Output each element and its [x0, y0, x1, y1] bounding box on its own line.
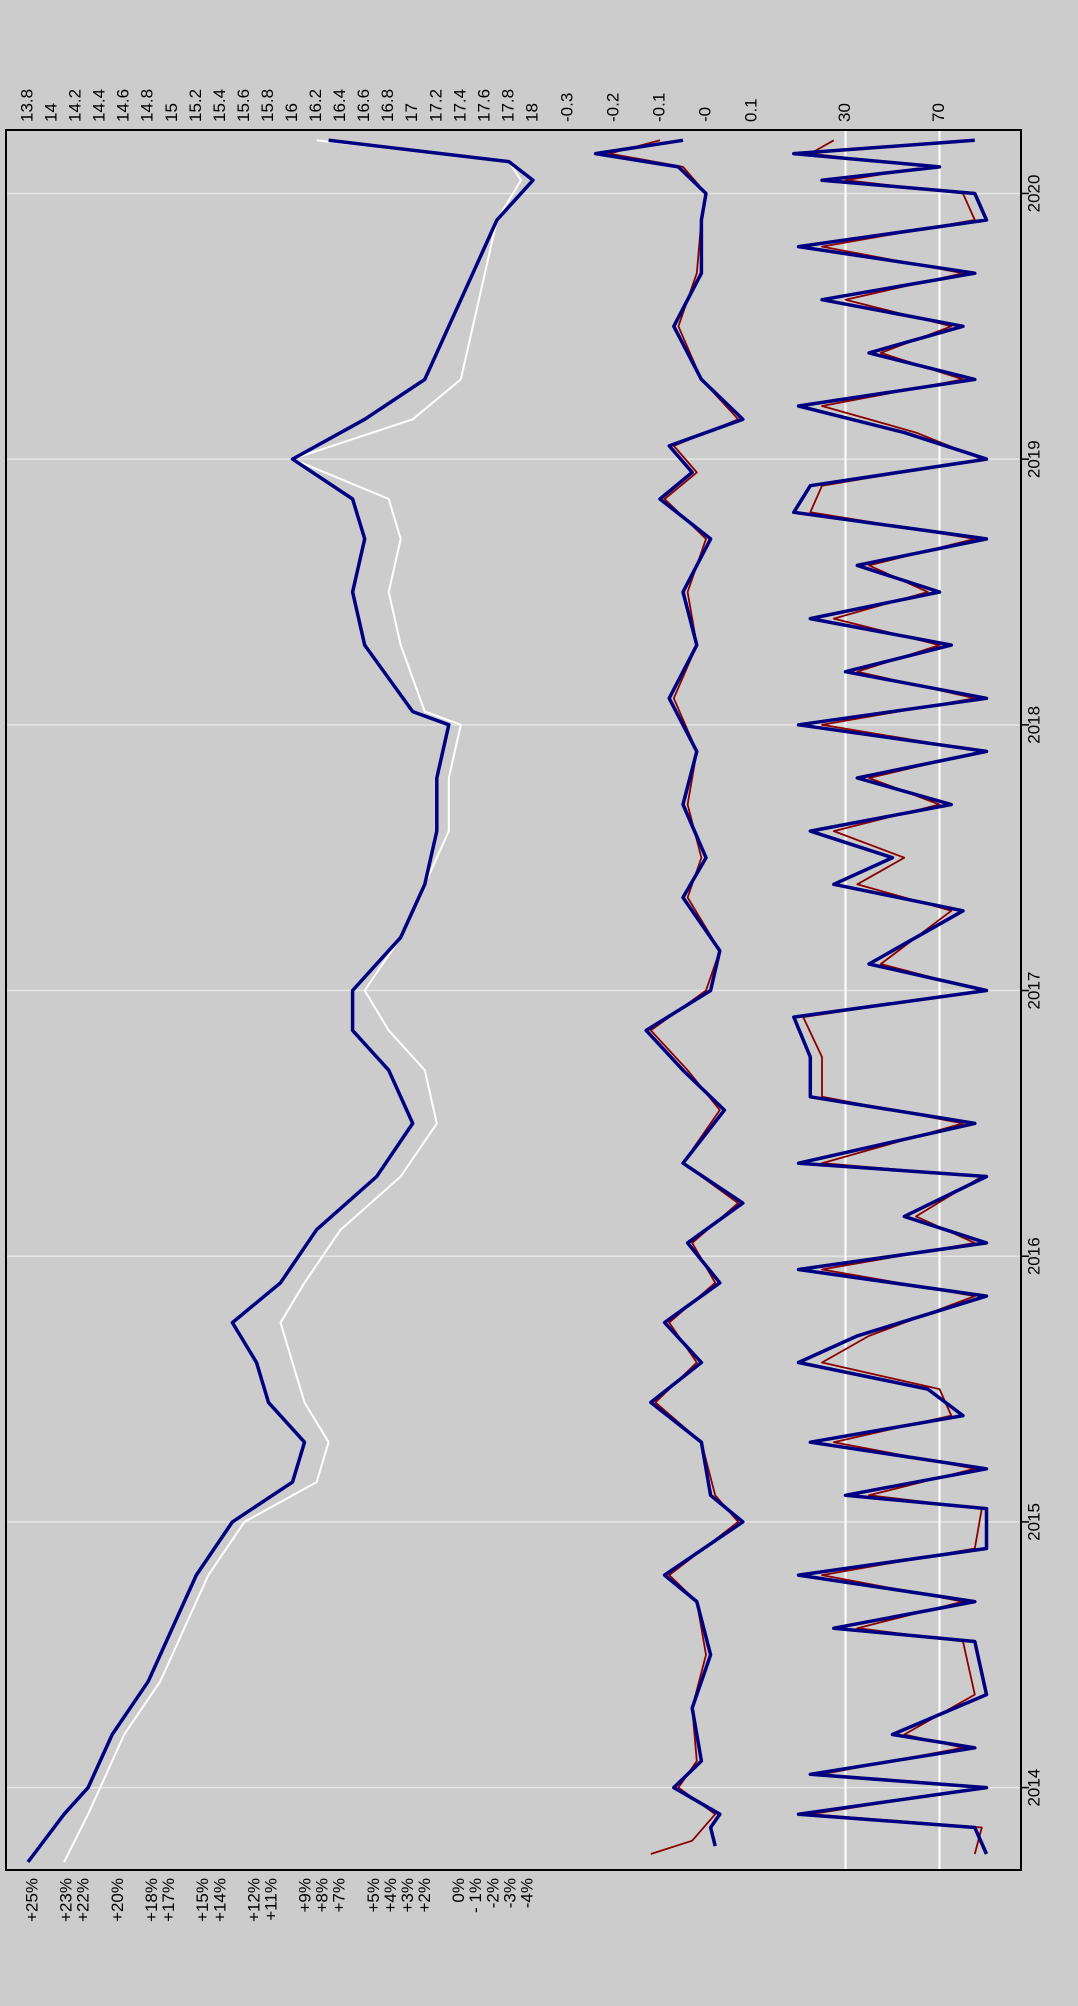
- right-axis-tick-label-price: 17.6: [474, 89, 493, 122]
- left-axis-tick-label: +4%: [381, 1878, 400, 1913]
- year-tick-label: 2019: [1024, 440, 1043, 478]
- left-axis-tick-label: +22%: [74, 1878, 93, 1922]
- year-tick-label: 2020: [1024, 175, 1043, 213]
- right-axis-tick-label-price: 14.4: [90, 89, 109, 122]
- left-axis-tick-label: +9%: [296, 1878, 315, 1913]
- grid-layer: [6, 192, 1021, 1789]
- year-tick-label: 2014: [1024, 1769, 1043, 1807]
- right-axis-tick-label-price: 14.2: [66, 89, 85, 122]
- right-axis-tick-label-price: 15: [162, 103, 181, 122]
- left-axis-tick-label: +7%: [330, 1878, 349, 1913]
- left-axis-tick-label: -4%: [517, 1878, 536, 1908]
- right-axis-tick-label-momentum: -0.3: [557, 93, 576, 122]
- right-axis-tick-label-price: 16: [282, 103, 301, 122]
- price-series-line-0: [63, 139, 522, 1863]
- year-tick-label: 2016: [1024, 1237, 1043, 1275]
- right-axis-tick-label-price: 18: [522, 103, 541, 122]
- left-axis-tick-label: +18%: [142, 1878, 161, 1922]
- right-axis-tick-label-momentum: 0.1: [741, 98, 760, 122]
- left-axis-tick-label: +5%: [364, 1878, 383, 1913]
- plot-frame: [5, 129, 1022, 1871]
- left-axis-tick-label: -3%: [500, 1878, 519, 1908]
- right-axis-tick-label-price: 15.4: [210, 89, 229, 122]
- left-axis-tick-label: +3%: [398, 1878, 417, 1913]
- right-axis-tick-label-momentum: -0.2: [603, 93, 622, 122]
- left-axis-tick-label: +25%: [23, 1878, 42, 1922]
- right-axis-tick-label-price: 16.4: [330, 89, 349, 122]
- left-axis-tick-label: +20%: [108, 1878, 127, 1922]
- tick-labels-layer: 2014 2015 2016 2017 2018 2019 2020 +25% +23%+22%…: [18, 89, 1044, 1922]
- left-axis-tick-label: +2%: [415, 1878, 434, 1913]
- momentum-series-line-1: [593, 138, 745, 1847]
- right-axis-tick-label-price: 14.6: [114, 89, 133, 122]
- oscillator-series-line-1: [792, 138, 989, 1855]
- left-axis-tick-label: -2%: [483, 1878, 502, 1908]
- right-axis-tick-label-momentum: -0.1: [649, 93, 668, 122]
- right-axis-tick-label-price: 17.2: [426, 89, 445, 122]
- right-axis-tick-label-price: 16.2: [306, 89, 325, 122]
- right-axis-tick-label-price: 15.8: [258, 89, 277, 122]
- left-axis-tick-label: +8%: [313, 1878, 332, 1913]
- left-axis-tick-label: +23%: [57, 1878, 76, 1922]
- right-axis-tick-label-price: 16.8: [378, 89, 397, 122]
- series-layer: [26, 138, 989, 1864]
- left-axis-tick-label: +17%: [159, 1878, 178, 1922]
- left-axis-tick-label: +14%: [210, 1878, 229, 1922]
- year-tick-label: 2018: [1024, 706, 1043, 744]
- right-axis-tick-label-price: 17.8: [498, 89, 517, 122]
- right-axis-tick-label-price: 14.8: [138, 89, 157, 122]
- right-axis-tick-label-price: 17: [402, 103, 421, 122]
- right-axis-tick-label-oscillator: 70: [929, 103, 948, 122]
- right-axis-tick-label-price: 16.6: [354, 89, 373, 122]
- right-axis-tick-label-price: 15.6: [234, 89, 253, 122]
- left-axis-tick-label: +11%: [261, 1878, 280, 1921]
- left-axis-tick-label: +15%: [193, 1878, 212, 1922]
- left-axis-tick-label: +12%: [244, 1878, 263, 1922]
- year-tick-label: 2017: [1024, 972, 1043, 1010]
- year-tick-label: 2015: [1024, 1503, 1043, 1541]
- right-axis-tick-label-momentum: -0: [695, 107, 714, 122]
- right-axis-tick-label-price: 17.4: [450, 89, 469, 122]
- right-axis-tick-label-price: 13.8: [18, 89, 37, 122]
- price-series-line-1: [26, 138, 535, 1864]
- right-axis-tick-label-oscillator: 30: [835, 103, 854, 122]
- right-axis-tick-label-price: 15.2: [186, 89, 205, 122]
- right-axis-tick-label-price: 14: [42, 103, 61, 122]
- left-axis-tick-label: 0%: [449, 1878, 468, 1903]
- left-axis-tick-label: - 1%: [466, 1878, 485, 1913]
